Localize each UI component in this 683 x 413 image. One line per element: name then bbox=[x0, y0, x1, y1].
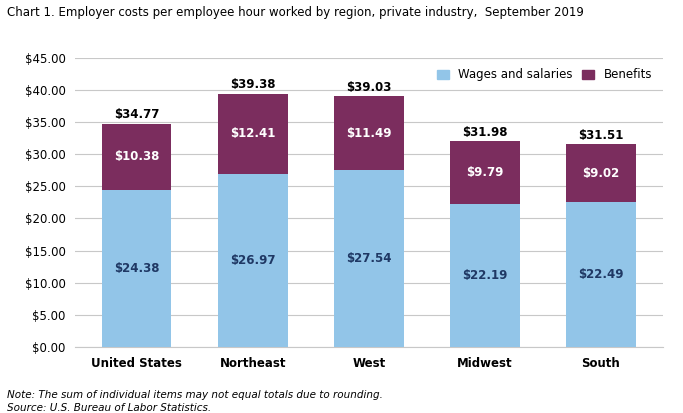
Text: $34.77: $34.77 bbox=[114, 108, 159, 121]
Text: $39.03: $39.03 bbox=[346, 81, 391, 94]
Text: $31.98: $31.98 bbox=[462, 126, 507, 139]
Text: $24.38: $24.38 bbox=[114, 262, 159, 275]
Bar bbox=[450, 204, 520, 347]
Text: $31.51: $31.51 bbox=[579, 129, 624, 142]
Text: Source: U.S. Bureau of Labor Statistics.: Source: U.S. Bureau of Labor Statistics. bbox=[7, 403, 211, 413]
Text: Chart 1. Employer costs per employee hour worked by region, private industry,  S: Chart 1. Employer costs per employee hou… bbox=[7, 6, 584, 19]
Text: $26.97: $26.97 bbox=[230, 254, 275, 267]
Text: $39.38: $39.38 bbox=[230, 78, 275, 91]
Bar bbox=[102, 190, 171, 347]
Bar bbox=[566, 145, 636, 202]
Text: $22.19: $22.19 bbox=[462, 269, 507, 282]
Bar bbox=[450, 142, 520, 204]
Text: $9.02: $9.02 bbox=[583, 167, 619, 180]
Text: $10.38: $10.38 bbox=[114, 150, 159, 164]
Text: $22.49: $22.49 bbox=[579, 268, 624, 281]
Bar bbox=[566, 202, 636, 347]
Bar bbox=[218, 94, 288, 173]
Bar bbox=[102, 123, 171, 190]
Bar bbox=[334, 170, 404, 347]
Text: $12.41: $12.41 bbox=[230, 127, 275, 140]
Text: Note: The sum of individual items may not equal totals due to rounding.: Note: The sum of individual items may no… bbox=[7, 390, 382, 400]
Bar bbox=[218, 173, 288, 347]
Text: $11.49: $11.49 bbox=[346, 126, 391, 140]
Text: $27.54: $27.54 bbox=[346, 252, 391, 265]
Bar bbox=[334, 96, 404, 170]
Text: $9.79: $9.79 bbox=[466, 166, 503, 179]
Legend: Wages and salaries, Benefits: Wages and salaries, Benefits bbox=[432, 64, 656, 86]
